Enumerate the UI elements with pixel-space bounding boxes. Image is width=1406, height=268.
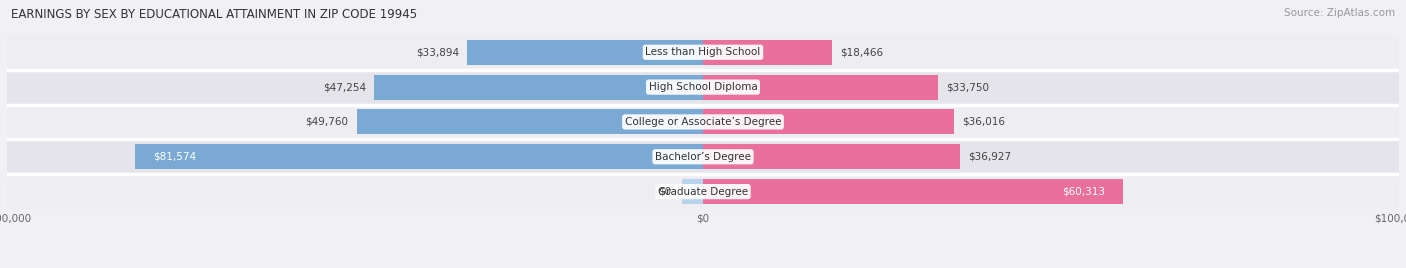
Bar <box>682 179 703 204</box>
Bar <box>7 70 1399 105</box>
Bar <box>703 109 953 135</box>
Text: $33,894: $33,894 <box>416 47 458 57</box>
Text: Less than High School: Less than High School <box>645 47 761 57</box>
Bar <box>374 75 703 100</box>
Text: $36,016: $36,016 <box>962 117 1005 127</box>
Bar <box>7 139 1399 174</box>
Text: $36,927: $36,927 <box>969 152 1011 162</box>
Bar <box>7 174 1399 209</box>
Bar <box>7 105 1399 139</box>
Bar <box>467 40 703 65</box>
Bar <box>703 179 1123 204</box>
Text: High School Diploma: High School Diploma <box>648 82 758 92</box>
Text: $81,574: $81,574 <box>153 152 195 162</box>
Text: $60,313: $60,313 <box>1063 187 1105 197</box>
Bar <box>703 40 831 65</box>
Text: Bachelor’s Degree: Bachelor’s Degree <box>655 152 751 162</box>
Bar <box>703 75 938 100</box>
Text: $18,466: $18,466 <box>839 47 883 57</box>
Text: $47,254: $47,254 <box>322 82 366 92</box>
Bar <box>7 35 1399 70</box>
Bar <box>703 144 960 169</box>
Text: $0: $0 <box>658 187 672 197</box>
Text: $49,760: $49,760 <box>305 117 349 127</box>
Text: EARNINGS BY SEX BY EDUCATIONAL ATTAINMENT IN ZIP CODE 19945: EARNINGS BY SEX BY EDUCATIONAL ATTAINMEN… <box>11 8 418 21</box>
Text: $33,750: $33,750 <box>946 82 990 92</box>
Bar <box>357 109 703 135</box>
Text: Source: ZipAtlas.com: Source: ZipAtlas.com <box>1284 8 1395 18</box>
Text: College or Associate’s Degree: College or Associate’s Degree <box>624 117 782 127</box>
Bar <box>135 144 703 169</box>
Text: Graduate Degree: Graduate Degree <box>658 187 748 197</box>
